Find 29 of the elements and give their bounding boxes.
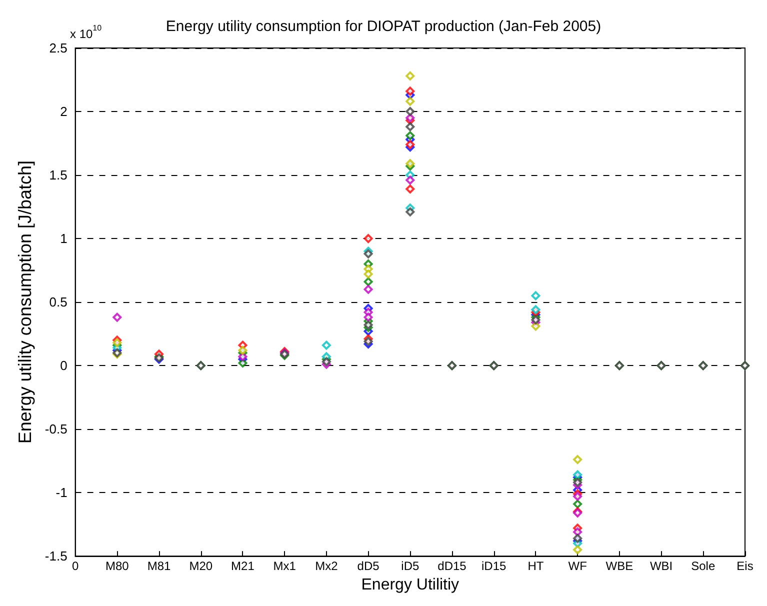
x-tick-label: M80 [105,559,130,574]
y-tick-label: 0 [60,358,68,374]
y-tick-label: -1.5 [44,548,68,564]
x-tick-label: WBI [650,559,673,574]
x-tick-label: M20 [189,559,213,574]
x-tick-label: iD15 [482,559,507,574]
x-tick-label: HT [528,559,544,574]
x-tick-label: WBE [606,559,634,574]
x-tick-label: 0 [72,559,79,574]
x-tick-label: dD15 [438,559,467,574]
x-tick-label: Mx1 [273,559,296,574]
chart-title: Energy utility consumption for DIOPAT production (Jan-Feb 2005) [166,18,602,35]
x-tick-label: Eis [736,559,754,574]
y-tick-label: -0.5 [44,422,68,437]
x-tick-label: dD5 [357,559,380,574]
x-tick-label: WF [568,559,587,574]
x-tick-label: M81 [147,559,172,574]
x-tick-label: Mx2 [315,559,338,574]
y-tick-label: 0.5 [49,294,68,310]
y-tick-label: 2.5 [49,40,68,56]
y-tick-label: 1 [60,231,68,246]
x-axis-title: Energy Utilitiy [361,576,460,594]
x-tick-label: Sole [691,559,716,574]
y-tick-label: 1.5 [49,168,68,183]
y-axis-title: Energy utility consumption [J/batch] [15,160,35,444]
x-tick-label: M21 [231,559,255,574]
y-tick-label: 2 [60,104,68,120]
y-tick-label: -1 [56,485,68,500]
x-tick-label: iD5 [401,559,420,574]
